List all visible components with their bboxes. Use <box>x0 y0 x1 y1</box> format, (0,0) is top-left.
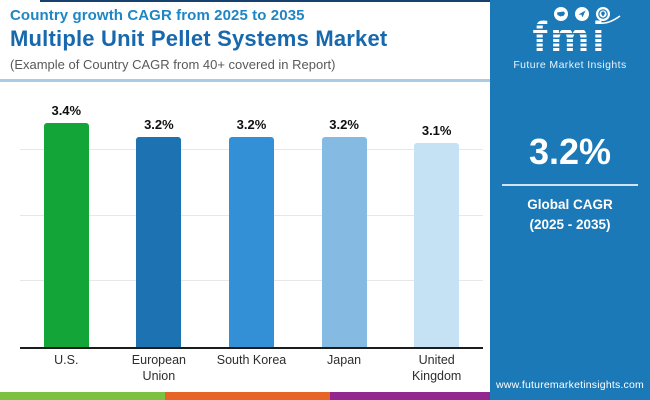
bar-value-label-united-kingdom: 3.1% <box>421 123 452 138</box>
footer-stripe <box>0 392 490 400</box>
chart-subtitle: Country growth CAGR from 2025 to 2035 <box>10 7 305 24</box>
bar-japan <box>321 137 367 347</box>
usa-map-icon <box>554 7 568 21</box>
global-cagr-value: 3.2% <box>528 131 612 172</box>
bar-united-kingdom <box>414 143 460 347</box>
page-title: Multiple Unit Pellet Systems Market <box>10 26 388 51</box>
x-axis-label-south-korea: South Korea <box>216 353 287 367</box>
bar-slot-european-union: 3.2% <box>113 84 206 347</box>
stat-divider <box>502 184 638 186</box>
x-axis-labels: U.S. European Union South Korea Japan United… <box>20 353 483 384</box>
bar-value-label-u-s: 3.4% <box>51 103 82 118</box>
global-cagr-stat: 3.2% Global CAGR (2025 - 2035) <box>490 131 650 236</box>
x-axis-label-u-s: U.S. <box>54 353 79 367</box>
paper-plane-icon <box>575 7 589 21</box>
sidebar: fmi Future Market Insights 3.2% Global C… <box>490 0 650 400</box>
chart-note: (Example of Country CAGR from 40+ covere… <box>10 57 336 72</box>
bar-south-korea <box>228 137 274 347</box>
header: Country growth CAGR from 2025 to 2035 Mu… <box>10 7 482 72</box>
bar-european-union <box>136 137 182 347</box>
fmi-logo: fmi Future Market Insights <box>490 7 650 71</box>
bar-u-s <box>43 123 89 347</box>
top-accent-line <box>40 0 490 2</box>
logo-tagline: Future Market Insights <box>513 59 627 72</box>
x-axis-label-united-kingdom: United Kingdom <box>412 353 462 383</box>
bar-slot-u-s: 3.4% <box>20 84 113 347</box>
bar-slot-united-kingdom: 3.1% <box>390 84 483 347</box>
global-cagr-label-line1: Global CAGR <box>527 197 613 212</box>
plot-area: 3.4% 3.2% 3.2% 3.2% 3.1% <box>20 84 483 349</box>
bar-slots: 3.4% 3.2% 3.2% 3.2% 3.1% <box>20 84 483 347</box>
bar-slot-japan: 3.2% <box>298 84 391 347</box>
global-cagr-label: Global CAGR (2025 - 2035) <box>490 195 650 236</box>
bar-slot-south-korea: 3.2% <box>205 84 298 347</box>
bar-value-label-european-union: 3.2% <box>144 117 174 132</box>
x-axis-label-european-union: European Union <box>131 353 186 383</box>
footer-stripe-orange <box>165 392 330 400</box>
fmi-wordmark-stripes <box>528 21 612 58</box>
logo-icons-row <box>490 7 650 24</box>
footer-stripe-purple <box>330 392 490 400</box>
header-divider <box>0 79 490 82</box>
website-url: www.futuremarketinsights.com <box>496 379 644 391</box>
global-cagr-label-line2: (2025 - 2035) <box>529 217 611 233</box>
footer-stripe-green <box>0 392 165 400</box>
x-axis-label-japan: Japan <box>327 353 362 367</box>
bar-chart: 3.4% 3.2% 3.2% 3.2% 3.1% <box>20 84 483 349</box>
bar-value-label-japan: 3.2% <box>329 117 359 132</box>
fmi-wordmark: fmi <box>528 14 612 61</box>
bar-value-label-south-korea: 3.2% <box>236 117 267 132</box>
